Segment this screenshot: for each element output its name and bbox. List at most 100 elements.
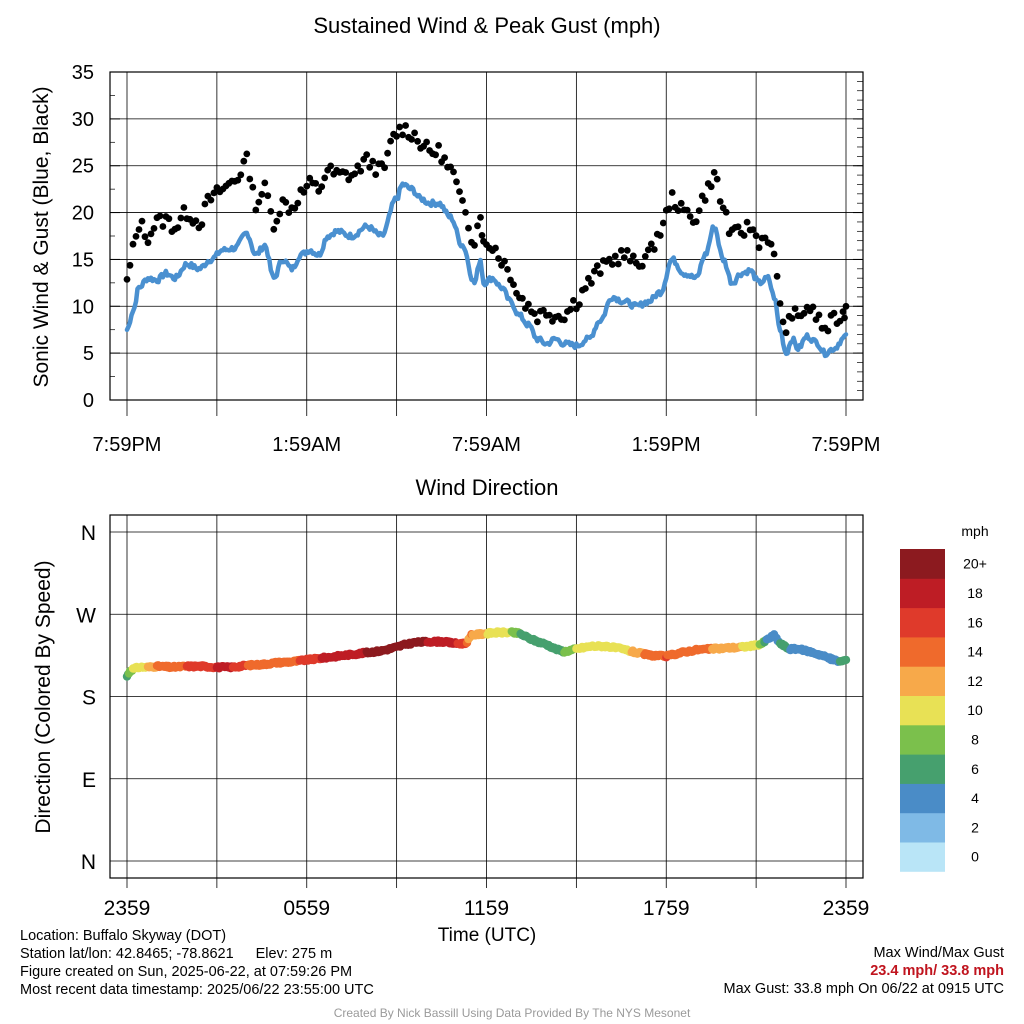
top-chart-title: Sustained Wind & Peak Gust (mph) xyxy=(313,13,660,38)
gust-point xyxy=(138,217,146,225)
bottom-xtick-label: 0559 xyxy=(283,897,330,920)
gust-point xyxy=(411,129,418,137)
sustained-wind-line xyxy=(124,181,849,359)
gust-point xyxy=(192,217,200,225)
gust-point xyxy=(740,232,748,239)
gust-point xyxy=(677,199,685,207)
gust-point xyxy=(776,300,784,307)
top-xtick-label: 7:59AM xyxy=(452,434,521,456)
recent-text: Most recent data timestamp: 2025/06/22 2… xyxy=(20,982,374,998)
gust-point xyxy=(546,311,553,319)
gust-point xyxy=(441,154,448,162)
gust-point xyxy=(608,261,616,268)
speed-colorbar: 0 2 4 6 8 10 12 14 16 18 20+ xyxy=(900,549,987,872)
gust-point xyxy=(450,168,457,176)
gust-point xyxy=(294,199,302,207)
gust-point xyxy=(695,207,703,215)
gust-point xyxy=(174,224,182,232)
gust-point xyxy=(312,180,320,187)
gust-point xyxy=(129,240,137,248)
gust-point xyxy=(567,306,574,313)
gust-point xyxy=(318,183,326,191)
gust-point xyxy=(264,192,272,200)
gust-point xyxy=(327,162,335,170)
gust-point xyxy=(381,164,388,172)
top-ytick-label: 15 xyxy=(72,249,94,271)
gust-point xyxy=(722,208,730,216)
colorbar-level-label: 8 xyxy=(971,731,979,747)
bottom-chart-grid xyxy=(110,515,863,888)
gust-point xyxy=(576,301,583,308)
bottom-ytick-label: W xyxy=(76,604,96,627)
gust-point xyxy=(291,204,299,212)
gust-point xyxy=(710,169,718,176)
gust-point xyxy=(656,232,664,239)
gust-point xyxy=(614,260,622,268)
gust-point xyxy=(366,163,374,171)
bottom-xtick-label: 1159 xyxy=(464,897,509,920)
bottom-chart-xlabel: Time (UTC) xyxy=(438,925,537,946)
gust-point xyxy=(372,171,380,179)
gust-point xyxy=(180,204,188,211)
gust-point xyxy=(258,190,266,198)
bottom-chart-ticks: N E S W N 2359 0559 1159 1759 2359 xyxy=(76,522,869,920)
gust-point xyxy=(198,221,206,229)
colorbar-level-label: 10 xyxy=(967,702,983,718)
gust-point xyxy=(285,209,293,217)
colorbar-swatch xyxy=(900,636,945,667)
gust-point xyxy=(252,206,260,214)
gust-point xyxy=(465,224,472,232)
gust-point xyxy=(501,257,508,265)
gust-point xyxy=(674,207,682,215)
gust-point xyxy=(459,197,466,204)
max-info: Max Wind/Max Gust 23.4 mph/ 33.8 mph Max… xyxy=(724,944,1004,998)
top-ytick-label: 20 xyxy=(72,203,94,225)
gust-point xyxy=(495,255,502,262)
gust-point xyxy=(620,254,628,261)
gust-point xyxy=(435,142,442,149)
colorbar-level-label: 0 xyxy=(971,849,979,865)
bottom-xtick-label: 2359 xyxy=(823,897,870,920)
gust-point xyxy=(743,218,751,226)
gust-point xyxy=(492,244,499,252)
gust-point xyxy=(830,309,838,317)
gust-point xyxy=(453,178,460,186)
gust-point xyxy=(668,189,676,196)
bottom-ytick-label: E xyxy=(82,769,96,792)
gust-point xyxy=(462,209,469,216)
gust-point xyxy=(755,244,763,252)
gust-point xyxy=(351,170,359,178)
gust-point xyxy=(165,215,173,223)
gust-point xyxy=(414,137,421,145)
gust-point xyxy=(841,314,848,322)
gust-point xyxy=(357,167,365,175)
bottom-xtick-label: 1759 xyxy=(643,897,690,920)
gust-point xyxy=(749,226,757,234)
gust-point xyxy=(300,188,308,196)
gust-point xyxy=(234,176,242,184)
gust-point xyxy=(210,189,218,197)
gust-point xyxy=(570,297,577,304)
colorbar-swatch xyxy=(900,607,945,638)
gust-point xyxy=(402,122,409,129)
top-xtick-label: 7:59PM xyxy=(93,434,162,456)
max-label: Max Wind/Max Gust xyxy=(873,945,1004,961)
gust-point xyxy=(282,198,290,206)
gust-point xyxy=(588,280,595,287)
gust-point xyxy=(692,218,700,226)
gust-point xyxy=(504,266,511,273)
gust-point xyxy=(734,223,742,231)
latlon-text: Station lat/lon: 42.8465; -78.8621 xyxy=(20,946,234,962)
gust-point xyxy=(788,315,796,322)
gust-point xyxy=(369,157,377,165)
gust-point xyxy=(273,217,281,225)
gust-point xyxy=(432,151,439,159)
direction-series xyxy=(122,627,851,681)
gust-point xyxy=(201,200,209,208)
top-xtick-label: 7:59PM xyxy=(812,434,881,456)
gust-point xyxy=(596,270,604,277)
gust-point xyxy=(800,309,808,317)
gust-point xyxy=(456,188,463,196)
gust-point xyxy=(447,163,454,171)
